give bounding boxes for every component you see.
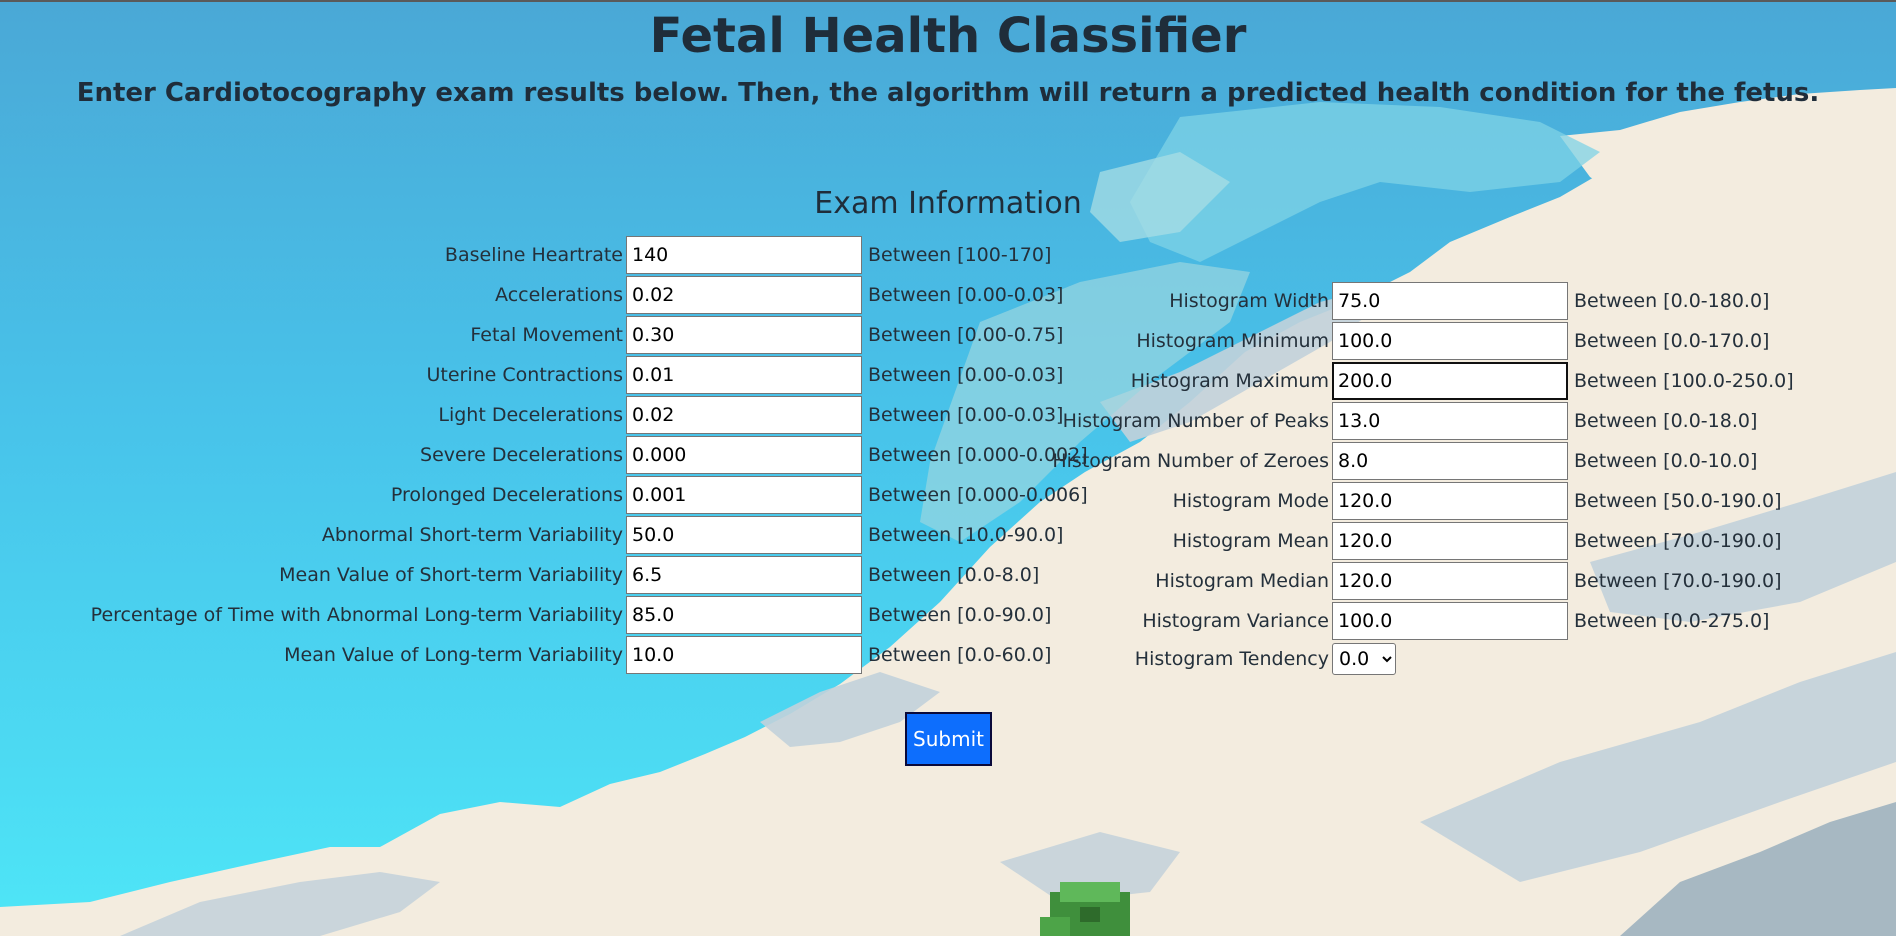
shallow-water [1090,152,1230,242]
range-hint: Between [0.000-0.002] [868,444,1088,466]
range-hint: Between [0.00-0.03] [868,364,1064,386]
field-label: Histogram Minimum [1136,330,1329,352]
shallow-water [920,262,1250,542]
range-hint: Between [0.0-10.0] [1574,450,1758,472]
field-label: Prolonged Decelerations [390,484,623,506]
severe-decelerations-input[interactable] [626,436,862,474]
histogram-tendency-select[interactable]: 0.0 [1332,643,1396,675]
histogram-maximum-input[interactable] [1332,362,1568,400]
field-label: Histogram Median [1155,570,1329,592]
range-hint: Between [0.0-170.0] [1574,330,1770,352]
histogram-width-input[interactable] [1332,282,1568,320]
accelerations-input[interactable] [626,276,862,314]
field-label: Fetal Movement [470,324,623,346]
range-hint: Between [70.0-190.0] [1574,530,1782,552]
shoal [1000,832,1180,902]
range-hint: Between [100.0-250.0] [1574,370,1794,392]
field-label: Mean Value of Long-term Variability [284,644,623,666]
range-hint: Between [50.0-190.0] [1574,490,1782,512]
shoal [1590,472,1896,622]
mean-long-term-variability-input[interactable] [626,636,862,674]
range-hint: Between [70.0-190.0] [1574,570,1782,592]
land-mass-north [1560,88,1896,217]
field-label: Percentage of Time with Abnormal Long-te… [90,604,623,626]
tree-cluster [1040,882,1130,936]
field-label: Abnormal Short-term Variability [321,524,623,546]
baseline-heartrate-input[interactable] [626,236,862,274]
field-label: Histogram Maximum [1130,370,1329,392]
shoal [1620,802,1896,936]
field-label: Accelerations [495,284,623,306]
field-label: Histogram Number of Peaks [1062,410,1329,432]
range-hint: Between [0.00-0.03] [868,404,1064,426]
histogram-variance-input[interactable] [1332,602,1568,640]
field-label: Mean Value of Short-term Variability [279,564,623,586]
shoal [1420,652,1896,882]
uterine-contractions-input[interactable] [626,356,862,394]
histogram-number-of-peaks-input[interactable] [1332,402,1568,440]
range-hint: Between [0.0-60.0] [868,644,1052,666]
shoal [120,872,440,936]
histogram-mode-input[interactable] [1332,482,1568,520]
light-decelerations-input[interactable] [626,396,862,434]
field-label: Histogram Mean [1172,530,1329,552]
shallow-water [1130,102,1600,262]
field-label: Severe Decelerations [420,444,623,466]
histogram-mean-input[interactable] [1332,522,1568,560]
abnormal-short-term-variability-input[interactable] [626,516,862,554]
range-hint: Between [0.0-18.0] [1574,410,1758,432]
range-hint: Between [0.00-0.03] [868,284,1064,306]
submit-button[interactable]: Submit [905,712,992,766]
histogram-minimum-input[interactable] [1332,322,1568,360]
page-title: Fetal Health Classifier [649,8,1247,64]
page-subtitle: Enter Cardiotocography exam results belo… [76,78,1820,108]
field-label: Histogram Number of Zeroes [1052,450,1329,472]
range-hint: Between [0.0-90.0] [868,604,1052,626]
range-hint: Between [100-170] [868,244,1052,266]
percentage-abnormal-long-term-variability-input[interactable] [626,596,862,634]
range-hint: Between [0.00-0.75] [868,324,1064,346]
range-hint: Between [10.0-90.0] [868,524,1064,546]
range-hint: Between [0.0-180.0] [1574,290,1770,312]
fetal-movement-input[interactable] [626,316,862,354]
field-label: Baseline Heartrate [444,244,623,266]
prolonged-decelerations-input[interactable] [626,476,862,514]
field-label: Histogram Mode [1172,490,1329,512]
histogram-median-input[interactable] [1332,562,1568,600]
shoal [1100,292,1380,442]
range-hint: Between [0.000-0.006] [868,484,1088,506]
exam-information-heading: Exam Information [814,186,1082,221]
field-label: Light Decelerations [438,404,623,426]
field-label: Histogram Tendency [1134,648,1329,670]
mean-short-term-variability-input[interactable] [626,556,862,594]
histogram-number-of-zeroes-input[interactable] [1332,442,1568,480]
field-label: Histogram Width [1169,290,1329,312]
shoal [760,672,940,747]
field-label: Uterine Contractions [426,364,624,386]
field-label: Histogram Variance [1142,610,1329,632]
range-hint: Between [0.0-275.0] [1574,610,1770,632]
range-hint: Between [0.0-8.0] [868,564,1040,586]
